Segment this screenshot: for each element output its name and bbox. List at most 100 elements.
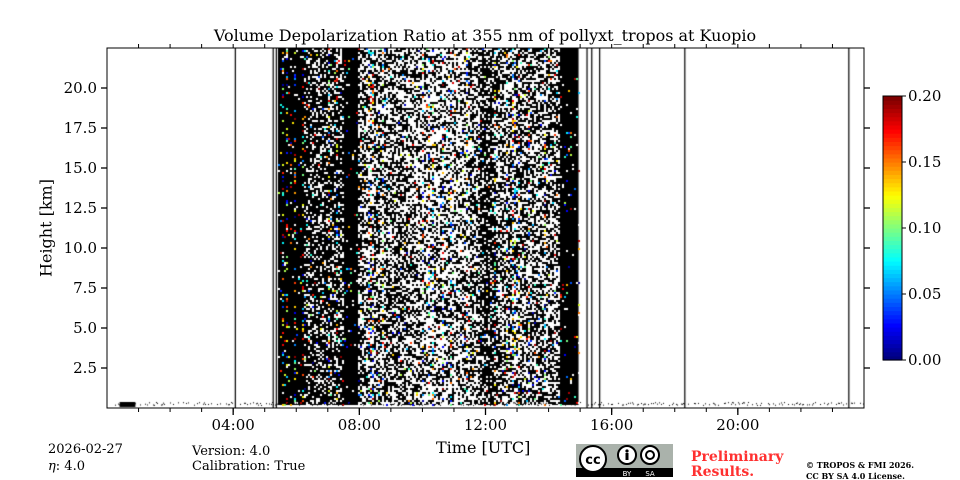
calibration-label: Calibration: True [192,459,306,474]
colorbar-segment [883,153,902,159]
colorbar-segment [883,331,902,336]
colorbar-segment [883,104,902,109]
colorbar-segment [883,133,902,138]
colorbar-segment [883,310,902,316]
colorbar-segment [883,347,902,353]
colorbar-segment [883,273,902,279]
colorbar-segment [883,269,902,274]
colorbar-segment [883,294,902,299]
y-tick-label: 15.0 [64,159,97,177]
colorbar-segment [883,129,902,134]
y-tick-label: 2.5 [73,359,97,377]
svg-text:SA: SA [645,470,655,477]
depolarization-heatmap [107,48,864,408]
colorbar-segment [883,162,902,167]
colorbar-segment [883,116,902,122]
colorbar-segment [883,211,902,217]
colorbar-segment [883,355,902,361]
colorbar-segment [883,240,902,246]
copyright-line1: © TROPOS & FMI 2026. [806,460,915,470]
colorbar-tick-label: 0.05 [908,285,941,303]
x-tick-label: 08:00 [338,416,381,434]
colorbar-tick-label: 0.15 [908,153,941,171]
colorbar-segment [883,157,902,163]
colorbar-segment [883,318,902,324]
y-axis-label: Height [km] [36,179,56,277]
y-tick-label: 7.5 [73,279,97,297]
y-tick-label: 10.0 [64,239,97,257]
eta-symbol: η [48,459,56,474]
colorbar-segment [883,195,902,200]
colorbar-segment [883,190,902,196]
colorbar-segment [883,174,902,180]
colorbar-segment [883,327,902,332]
colorbar-segment [883,261,902,266]
colorbar-segment [883,228,902,233]
colorbar-segment [883,112,902,118]
colorbar-segment [883,244,902,250]
colorbar-segment [883,223,902,229]
colorbar-segment [883,100,902,105]
date-label: 2026-02-27 [48,442,123,457]
colorbar-segment [883,170,902,175]
copyright-line2: CC BY SA 4.0 License. [806,471,905,480]
colorbar-segment [883,182,902,188]
colorbar-segment [883,149,902,155]
colorbar-segment [883,289,902,295]
colorbar-segment [883,322,902,328]
colorbar-segment [883,166,902,171]
colorbar-segment [883,236,902,241]
y-tick-label: 17.5 [64,119,97,137]
eta-value: : 4.0 [55,459,85,474]
colorbar-segment [883,351,902,357]
preliminary-line1: Preliminary [691,449,784,465]
colorbar-tick-label: 0.20 [908,87,941,105]
colorbar-segment [883,232,902,237]
colorbar-segment [883,252,902,258]
colorbar-segment [883,96,902,101]
chart-title: Volume Depolarization Ratio at 355 nm of… [213,26,757,45]
x-tick-label: 04:00 [212,416,255,434]
x-axis-label: Time [UTC] [436,438,531,457]
y-tick-label: 20.0 [64,79,97,97]
version-label: Version: 4.0 [192,444,271,459]
colorbar-segment [883,256,902,262]
plot-frame [106,47,865,409]
colorbar-segment [883,219,902,225]
colorbar-segment [883,178,902,184]
colorbar-segment [883,137,902,142]
colorbar-segment [883,285,902,291]
y-tick-label: 12.5 [64,199,97,217]
colorbar-segment [883,124,902,130]
colorbar-segment [883,298,902,303]
eta-label: η: 4.0 [48,458,85,475]
x-tick-label: 16:00 [590,416,633,434]
colorbar-segment [883,145,902,151]
colorbar-segment [883,199,902,204]
colorbar-tick-label: 0.00 [908,351,941,369]
colorbar-segment [883,339,902,345]
x-tick-label: 20:00 [716,416,759,434]
colorbar-segment [883,343,902,349]
colorbar-segment [883,141,902,147]
colorbar-segment [883,203,902,208]
colorbar-segment [883,186,902,192]
colorbar-segment [883,314,902,320]
svg-text:cc: cc [585,453,600,468]
colorbar-segment [883,120,902,126]
colorbar-segment [883,207,902,213]
colorbar-segment [883,108,902,114]
x-tick-label: 12:00 [464,416,507,434]
cc-by-sa-logo: cc BY SA [576,444,673,477]
colorbar-segment [883,302,902,307]
preliminary-line2: Results. [691,464,755,480]
colorbar-segment [883,335,902,340]
colorbar-segment [883,265,902,270]
svg-text:BY: BY [623,470,632,477]
colorbar-segment [883,281,902,287]
colorbar-segment [883,248,902,254]
colorbar-segment [883,215,902,221]
colorbar-segment [883,306,902,312]
